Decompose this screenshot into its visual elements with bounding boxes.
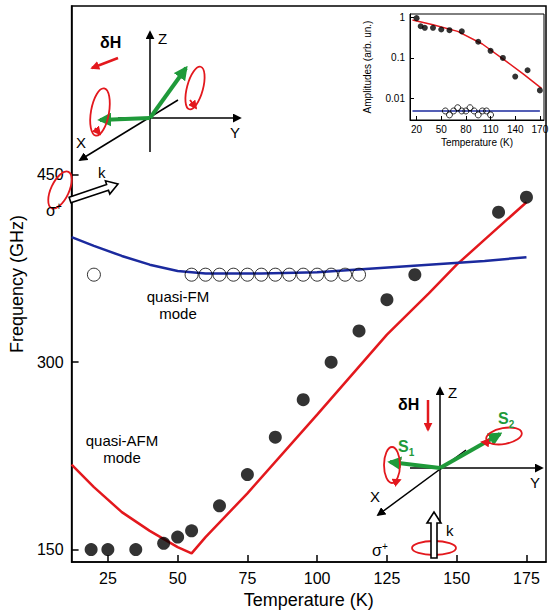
svg-text:mode: mode [103,449,141,466]
svg-text:20: 20 [411,124,423,135]
svg-text:Z: Z [158,30,167,47]
svg-text:150: 150 [443,570,470,587]
svg-text:σ+: σ+ [46,201,62,219]
svg-text:Amplitudes (arb. un.): Amplitudes (arb. un.) [362,21,373,114]
svg-text:1: 1 [399,12,405,23]
svg-text:Temperature (K): Temperature (K) [441,137,513,148]
svg-text:25: 25 [99,570,117,587]
svg-text:X: X [370,488,380,505]
svg-text:Y: Y [230,124,240,141]
svg-text:140: 140 [507,124,524,135]
svg-text:125: 125 [374,570,401,587]
svg-text:X: X [76,134,86,151]
svg-text:0.1: 0.1 [391,52,405,63]
svg-text:Y: Y [530,474,540,491]
svg-text:110: 110 [483,124,499,135]
svg-text:quasi-AFM: quasi-AFM [86,432,159,449]
svg-text:Temperature (K): Temperature (K) [244,590,374,610]
svg-text:S2: S2 [498,410,515,430]
svg-text:k: k [446,522,454,539]
svg-text:150: 150 [37,541,64,558]
svg-text:S1: S1 [398,438,415,458]
svg-text:50: 50 [436,124,448,135]
svg-text:170: 170 [532,124,549,135]
svg-text:80: 80 [460,124,472,135]
svg-text:mode: mode [159,305,197,322]
svg-text:Frequency (GHz): Frequency (GHz) [7,215,27,353]
svg-text:0.01: 0.01 [386,93,406,104]
svg-text:100: 100 [304,570,331,587]
svg-text:75: 75 [239,570,257,587]
svg-text:quasi-FM: quasi-FM [147,288,210,305]
svg-text:k: k [98,164,106,181]
svg-text:Z: Z [448,384,457,401]
svg-text:175: 175 [513,570,540,587]
svg-text:δH: δH [100,34,121,51]
svg-text:50: 50 [169,570,187,587]
svg-text:450: 450 [37,166,64,183]
svg-text:300: 300 [37,354,64,371]
svg-text:σ+: σ+ [372,541,388,559]
svg-text:δH: δH [398,396,419,413]
